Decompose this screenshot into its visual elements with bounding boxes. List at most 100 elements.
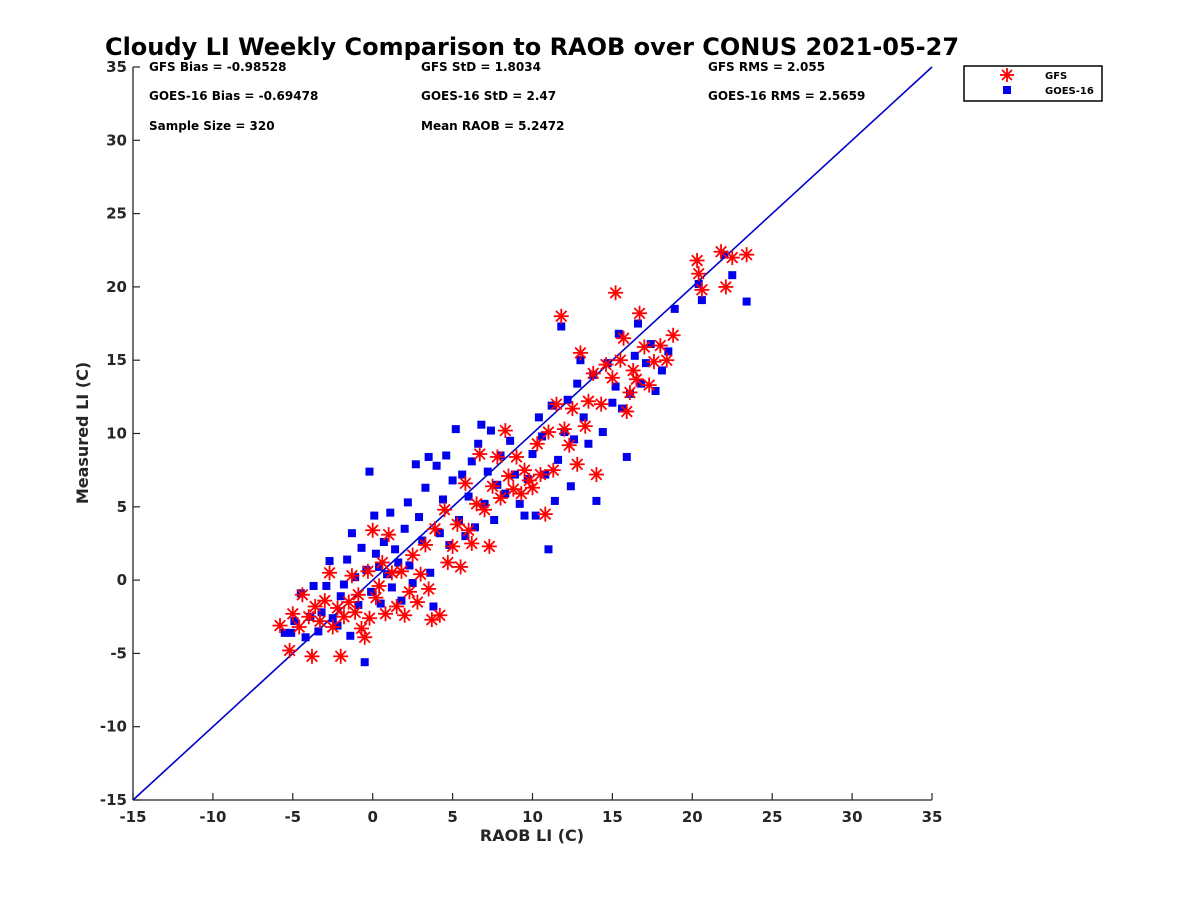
gfs-point: [569, 456, 585, 472]
legend-gfs-asterisk-icon: [1000, 68, 1014, 82]
goes-16-point: [557, 322, 566, 331]
goes-16-point: [550, 496, 559, 505]
gfs-point: [432, 607, 448, 623]
stat-gfs-std: GFS StD = 1.8034: [421, 60, 541, 74]
gfs-point: [529, 436, 545, 452]
gfs-point: [417, 537, 433, 553]
gfs-point: [718, 279, 734, 295]
goes-16-point: [391, 545, 400, 554]
plot-area: -15 -10 -5 0 5 10 15 20 25 30 35 -15 -10 -5 0 5 10 15 20 2…: [100, 58, 943, 826]
goes-16-point: [697, 296, 706, 305]
gfs-point: [608, 285, 624, 301]
goes-16-point: [387, 583, 396, 592]
gfs-point: [509, 449, 525, 465]
gfs-point: [336, 609, 352, 625]
gfs-point: [652, 338, 668, 354]
gfs-point: [377, 606, 393, 622]
y-tick-label: 25: [106, 205, 127, 223]
gfs-point: [636, 339, 652, 355]
goes-16-point: [451, 425, 460, 434]
gfs-point: [598, 357, 614, 373]
gfs-point: [593, 396, 609, 412]
chart-title: Cloudy LI Weekly Comparison to RAOB over…: [105, 33, 959, 61]
gfs-point: [622, 384, 638, 400]
goes-16-point: [365, 467, 374, 476]
gfs-point: [374, 555, 390, 571]
goes-16-point: [309, 581, 318, 590]
gfs-point: [481, 538, 497, 554]
goes-16-point: [528, 450, 537, 459]
gfs-point: [525, 480, 540, 496]
x-tick-label: -10: [199, 808, 226, 826]
gfs-point: [360, 563, 376, 579]
goes-16-point: [314, 627, 323, 636]
goes-16-point: [470, 523, 479, 532]
gfs-point: [646, 354, 662, 370]
gfs-point: [577, 418, 593, 434]
goes-16-point: [651, 386, 660, 395]
x-axis-label: RAOB LI (C): [480, 826, 584, 845]
gfs-point: [421, 581, 437, 597]
gfs-point: [497, 423, 513, 439]
goes-16-point: [351, 573, 360, 582]
gfs-point: [493, 490, 509, 506]
goes-16-point: [458, 470, 467, 479]
goes-16-point: [510, 470, 519, 479]
goes-16-point: [467, 457, 476, 466]
gfs-point: [545, 462, 561, 478]
gfs-point: [291, 619, 307, 635]
gfs-point: [362, 610, 378, 626]
gfs-point: [330, 600, 346, 616]
goes-16-point: [490, 515, 499, 524]
gfs-point: [357, 629, 373, 645]
stat-goes-rms: GOES-16 RMS = 2.5659: [708, 89, 865, 103]
goes-16-point: [370, 511, 379, 520]
gfs-point: [449, 516, 465, 532]
gfs-point: [413, 566, 429, 582]
legend-gfs-star: [1000, 68, 1014, 82]
goes-16-point: [287, 628, 296, 637]
gfs-point: [409, 594, 425, 610]
gfs-point: [350, 587, 366, 603]
gfs-point: [564, 401, 580, 417]
gfs-point: [294, 587, 310, 603]
legend-box: [963, 65, 1103, 102]
goes-16-point: [429, 602, 438, 611]
goes-16-point: [584, 439, 593, 448]
goes-16-point: [570, 435, 579, 444]
gfs-point: [333, 648, 349, 664]
goes-16-point: [474, 439, 483, 448]
stats-block: GFS Bias = -0.98528 GFS StD = 1.8034 GFS…: [149, 60, 865, 133]
goes-16-point: [664, 347, 673, 356]
goes-16-point: [592, 496, 601, 505]
gfs-point: [501, 468, 517, 484]
goes-16-point: [354, 601, 363, 610]
gfs-point: [301, 609, 317, 625]
gfs-point: [312, 613, 328, 629]
gfs-point: [619, 404, 635, 420]
gfs-point: [445, 538, 461, 554]
gfs-point: [272, 618, 288, 634]
gfs-point: [739, 247, 755, 263]
goes-16-point: [670, 304, 679, 313]
goes-16-point: [439, 495, 448, 504]
gfs-point: [344, 568, 360, 584]
gfs-point: [691, 266, 707, 282]
goes-16-point: [383, 570, 392, 579]
gfs-point: [457, 475, 473, 491]
x-tick-label: -15: [119, 808, 146, 826]
gfs-point: [341, 594, 357, 610]
goes-16-point: [617, 404, 626, 413]
legend-goes-square-icon: [1003, 86, 1011, 94]
goes-16-point: [421, 483, 430, 492]
goes-16-point: [442, 451, 451, 460]
gfs-point: [513, 486, 529, 502]
gfs-point: [464, 535, 480, 551]
x-tick-label: 0: [367, 808, 377, 826]
y-tick-label: -5: [110, 644, 127, 662]
goes-16-point: [496, 451, 505, 460]
goes-16-point: [432, 461, 441, 470]
goes-16-point: [563, 395, 572, 404]
goes-16-point: [728, 271, 737, 280]
